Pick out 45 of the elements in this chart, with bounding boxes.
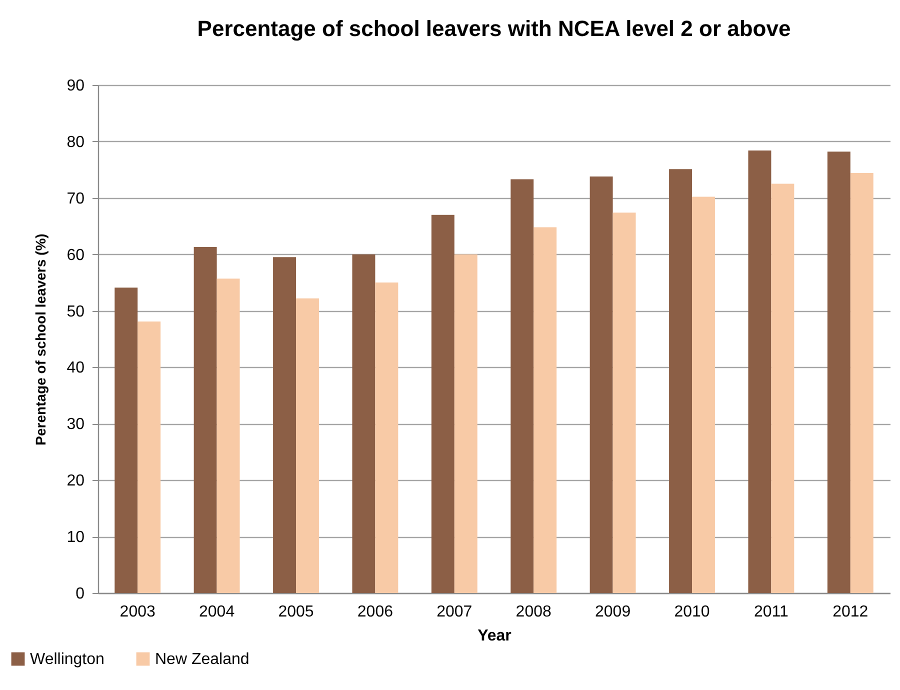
bar	[454, 254, 478, 593]
x-tick-label: 2011	[754, 604, 789, 620]
x-tick-label: 2005	[278, 604, 314, 620]
bar	[352, 254, 376, 593]
y-tick-label: 10	[66, 529, 85, 546]
bar	[692, 196, 715, 593]
bar	[748, 150, 772, 593]
y-tick-label: 0	[76, 586, 85, 602]
x-axis-title: Year	[478, 628, 512, 644]
bar	[850, 173, 874, 593]
x-tick-label: 2004	[199, 604, 235, 620]
y-tick-label: 60	[66, 246, 85, 264]
y-tick-label: 90	[66, 78, 85, 94]
bar	[216, 278, 240, 593]
bar	[375, 282, 398, 593]
x-tick-label: 2010	[674, 604, 710, 620]
y-axis-title: Perentage of school leavers (%)	[32, 234, 49, 446]
bar	[114, 288, 138, 593]
bar	[296, 298, 319, 593]
x-tick-label: 2006	[357, 604, 394, 620]
y-tick-label: 80	[66, 134, 85, 151]
bar	[138, 322, 161, 593]
bar	[771, 184, 794, 593]
x-tick-label: 2007	[436, 604, 472, 620]
x-tick-label: 2012	[832, 604, 868, 620]
y-tick-label: 70	[66, 190, 85, 208]
bar	[273, 257, 296, 593]
bar	[827, 152, 850, 593]
legend-label: New Zealand	[155, 651, 250, 668]
x-tick-label: 2003	[120, 604, 156, 620]
legend-label: Wellington	[30, 651, 104, 668]
x-tick-label: 2008	[516, 604, 552, 620]
bar	[194, 246, 217, 593]
x-tick-label: 2009	[595, 604, 631, 620]
bar	[431, 214, 454, 593]
y-tick-label: 50	[66, 303, 85, 320]
bar	[510, 179, 534, 593]
y-tick-label: 30	[66, 416, 85, 434]
y-tick-label: 20	[66, 472, 85, 490]
bar	[612, 212, 636, 593]
bar	[669, 169, 692, 593]
bar	[534, 227, 557, 593]
bar	[590, 176, 613, 593]
y-tick-label: 40	[66, 360, 85, 377]
chart-title: Percentage of school leavers with NCEA level 2 or above	[197, 16, 791, 41]
